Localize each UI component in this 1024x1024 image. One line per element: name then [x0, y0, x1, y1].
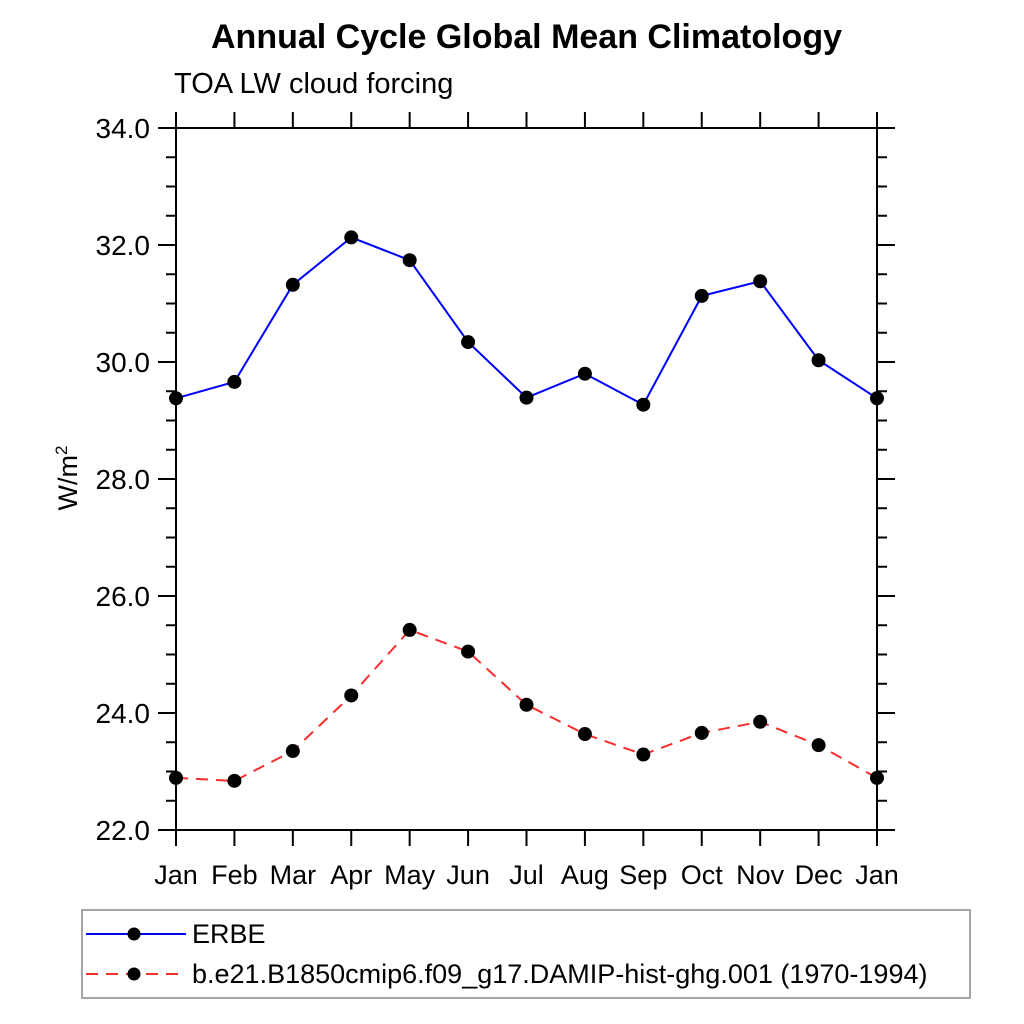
legend-item-model: b.e21.B1850cmip6.f09_g17.DAMIP-hist-ghg.…: [85, 954, 969, 994]
x-tick-label: Oct: [681, 860, 724, 890]
chart-title: Annual Cycle Global Mean Climatology: [211, 18, 842, 56]
x-tick-label: May: [384, 860, 436, 890]
model-data-point: [694, 725, 709, 740]
x-tick-label: Apr: [330, 860, 372, 890]
legend-label-erbe: ERBE: [192, 918, 266, 949]
model-data-point: [577, 727, 592, 742]
y-tick-label: 32.0: [96, 230, 151, 261]
erbe-data-point: [577, 366, 592, 381]
erbe-data-point: [461, 335, 476, 350]
legend-box: ERBE b.e21.B1850cmip6.f09_g17.DAMIP-hist…: [81, 909, 971, 999]
x-tick-label: Feb: [211, 860, 258, 890]
erbe-data-point: [227, 374, 242, 389]
erbe-data-point: [753, 274, 768, 289]
y-tick-label: 22.0: [96, 815, 151, 846]
model-data-point: [402, 622, 417, 637]
y-tick-label: 24.0: [96, 698, 151, 729]
model-data-point: [811, 738, 826, 753]
legend-sample-erbe-line: [86, 927, 186, 941]
erbe-data-point: [344, 230, 359, 245]
x-tick-label: Jun: [446, 860, 490, 890]
erbe-data-point: [169, 391, 183, 406]
y-tick-label: 34.0: [96, 113, 151, 144]
model-data-point: [227, 773, 242, 788]
x-tick-label: Jul: [509, 860, 544, 890]
y-tick-label: 30.0: [96, 347, 151, 378]
erbe-data-point: [811, 353, 826, 368]
y-tick-label: 26.0: [96, 581, 151, 612]
legend-label-model: b.e21.B1850cmip6.f09_g17.DAMIP-hist-ghg.…: [192, 958, 928, 989]
chart-subtitle: TOA LW cloud forcing: [174, 68, 454, 100]
legend-sample-model-line: [86, 967, 186, 981]
erbe-series-line: [175, 236, 878, 407]
y-tick-label: 28.0: [96, 464, 151, 495]
model-data-point: [519, 697, 534, 712]
model-data-point: [636, 747, 651, 762]
x-tick-label: Nov: [736, 860, 785, 890]
x-tick-label: Sep: [619, 860, 667, 890]
erbe-data-point: [285, 277, 300, 292]
erbe-data-point: [402, 253, 417, 268]
model-data-point: [169, 770, 183, 785]
model-data-point: [870, 770, 884, 785]
x-tick-label: Dec: [795, 860, 843, 890]
model-data-point: [461, 644, 476, 659]
erbe-data-point: [694, 288, 709, 303]
model-data-point: [285, 744, 300, 759]
erbe-data-point: [870, 391, 884, 406]
x-tick-label: Jan: [154, 860, 198, 890]
legend-item-erbe: ERBE: [85, 914, 969, 954]
erbe-data-point: [519, 390, 534, 405]
x-tick-label: Mar: [270, 860, 317, 890]
x-tick-label: Aug: [561, 860, 609, 890]
model-data-point: [753, 714, 768, 729]
plot-frame: [175, 127, 878, 831]
model-data-point: [344, 688, 359, 703]
erbe-data-point: [636, 397, 651, 412]
x-tick-label: Jan: [855, 860, 899, 890]
